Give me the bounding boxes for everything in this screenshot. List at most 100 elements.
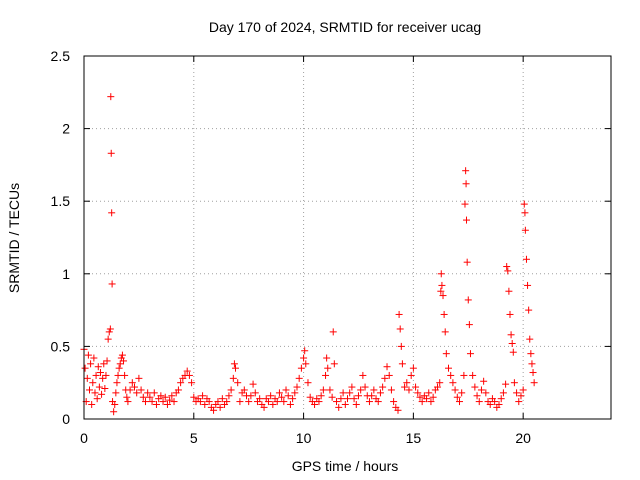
data-point (267, 392, 275, 400)
data-point (247, 392, 255, 400)
data-point (159, 398, 167, 406)
data-point (357, 386, 365, 394)
data-point (225, 392, 233, 400)
data-point (520, 200, 528, 208)
data-point (190, 393, 198, 401)
data-point (280, 398, 288, 406)
data-point (361, 383, 369, 391)
data-point (123, 393, 131, 401)
data-point (297, 364, 305, 372)
data-point (418, 398, 426, 406)
data-point (251, 389, 259, 397)
data-point (223, 398, 231, 406)
data-point (114, 371, 122, 379)
data-point (301, 347, 309, 355)
data-point (104, 335, 112, 343)
y-tick-label: 2 (62, 121, 70, 137)
data-point (174, 386, 182, 394)
data-point (306, 393, 314, 401)
data-point (157, 392, 165, 400)
data-point (505, 287, 513, 295)
data-point (414, 389, 422, 397)
data-point (526, 335, 534, 343)
data-point (196, 398, 204, 406)
data-point (395, 310, 403, 318)
data-point (461, 200, 469, 208)
data-point (286, 400, 294, 408)
data-point (354, 392, 362, 400)
data-point (144, 389, 152, 397)
data-point (103, 357, 111, 365)
data-point (359, 371, 367, 379)
data-point (486, 400, 494, 408)
data-point (163, 400, 171, 408)
data-point (328, 393, 336, 401)
x-tick-label: 0 (80, 430, 88, 446)
chart-title: Day 170 of 2024, SRMTID for receiver uca… (209, 19, 481, 35)
data-point (91, 389, 99, 397)
data-point (506, 310, 514, 318)
tick-labels: 0 5 10 15 20 0 0.5 1 1.5 2 2.5 (51, 48, 532, 446)
data-point (329, 328, 337, 336)
data-point (177, 379, 185, 387)
data-point (462, 180, 470, 188)
data-point (439, 292, 447, 300)
data-point (390, 398, 398, 406)
data-point (350, 395, 358, 403)
data-point (232, 364, 240, 372)
data-point (81, 364, 89, 372)
data-point (218, 395, 226, 403)
data-point (513, 389, 521, 397)
data-point (471, 383, 479, 391)
data-point (124, 398, 132, 406)
data-point (115, 364, 123, 372)
data-point (150, 389, 158, 397)
data-point (236, 398, 244, 406)
data-point (333, 398, 341, 406)
data-point (460, 371, 468, 379)
data-point (394, 406, 402, 414)
data-point (423, 395, 431, 403)
data-point (401, 383, 409, 391)
data-point (434, 383, 442, 391)
data-point (205, 398, 213, 406)
data-point (121, 371, 129, 379)
data-point (302, 360, 310, 368)
data-point (256, 395, 264, 403)
y-tick-label: 1 (62, 266, 70, 282)
axis-ticks (83, 55, 611, 420)
data-point (365, 398, 373, 406)
data-point (100, 360, 108, 368)
data-point (113, 379, 121, 387)
x-tick-label: 20 (515, 430, 531, 446)
data-point (521, 209, 529, 217)
data-point (352, 400, 360, 408)
data-point (385, 371, 393, 379)
data-point (229, 374, 237, 382)
data-point (249, 380, 257, 388)
data-point (317, 392, 325, 400)
data-point (437, 287, 445, 295)
data-point (398, 360, 406, 368)
data-point (519, 386, 527, 394)
data-point (416, 393, 424, 401)
data-point (455, 398, 463, 406)
data-point (502, 380, 510, 388)
data-point (517, 392, 525, 400)
data-point (227, 386, 235, 394)
data-point (412, 383, 420, 391)
data-point (168, 392, 176, 400)
data-point (335, 403, 343, 411)
data-point (497, 395, 505, 403)
data-point (326, 386, 334, 394)
data-point (473, 392, 481, 400)
data-point (376, 389, 384, 397)
data-point (469, 371, 477, 379)
data-point (482, 389, 490, 397)
data-point (295, 374, 303, 382)
data-point (300, 354, 308, 362)
data-point (495, 400, 503, 408)
data-point (166, 396, 174, 404)
data-point (148, 398, 156, 406)
data-point (245, 398, 253, 406)
